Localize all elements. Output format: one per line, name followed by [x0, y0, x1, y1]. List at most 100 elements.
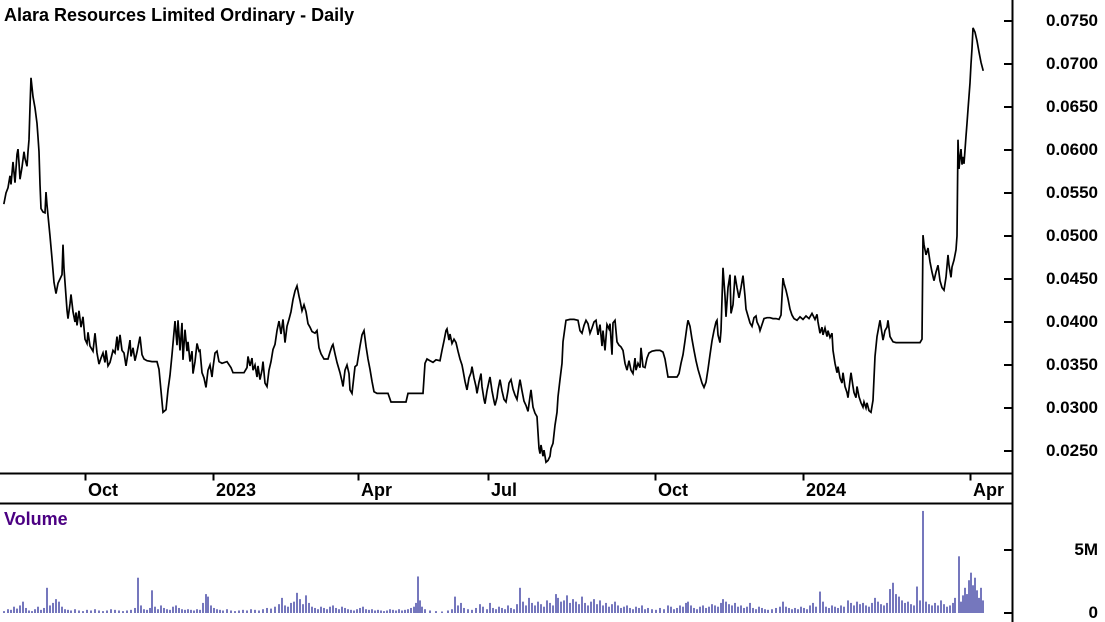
volume-bar: [696, 609, 698, 613]
volume-bar: [587, 605, 589, 613]
volume-bar: [910, 604, 912, 613]
volume-bar: [25, 607, 27, 613]
volume-bar: [543, 606, 545, 613]
volume-bar: [43, 607, 45, 613]
volume-bar: [299, 599, 301, 613]
volume-bars: [3, 510, 984, 613]
volume-bar: [40, 609, 42, 613]
volume-bar: [916, 586, 918, 613]
price-tick-label: 0.0250: [1046, 441, 1098, 460]
volume-bar: [74, 609, 76, 613]
volume-bar: [655, 609, 657, 613]
volume-bar: [922, 510, 924, 613]
volume-bar: [758, 606, 760, 613]
volume-bar: [163, 607, 165, 613]
volume-bar: [181, 609, 183, 613]
volume-bar: [419, 600, 421, 613]
volume-bar: [475, 607, 477, 613]
volume-bar: [880, 604, 882, 613]
volume-bar: [335, 607, 337, 613]
volume-bar: [572, 599, 574, 613]
volume-bar: [566, 595, 568, 613]
volume-bar: [934, 602, 936, 613]
volume-bar: [651, 609, 653, 613]
volume-bar: [632, 609, 634, 613]
volume-bar: [731, 605, 733, 613]
volume-bar: [486, 609, 488, 613]
volume-bar: [193, 610, 195, 613]
volume-bar: [210, 605, 212, 613]
volume-bar: [626, 605, 628, 613]
volume-bar: [226, 609, 228, 613]
price-line: [3, 27, 985, 464]
volume-bar: [563, 600, 565, 613]
volume-bar: [311, 606, 313, 613]
volume-bar: [196, 609, 198, 613]
volume-bar: [143, 609, 145, 613]
volume-bar: [460, 602, 462, 613]
volume-bar: [584, 602, 586, 613]
volume-bar: [266, 607, 268, 613]
volume-bar: [711, 604, 713, 613]
volume-bar: [722, 599, 724, 613]
volume-bar: [850, 602, 852, 613]
volume-bar: [482, 606, 484, 613]
volume-bar: [410, 607, 412, 613]
volume-bar: [213, 607, 215, 613]
volume-bar: [889, 589, 891, 613]
volume-bar: [28, 610, 30, 613]
volume-bar: [925, 601, 927, 613]
volume-bar: [659, 607, 661, 613]
volume-panel-title: Volume: [4, 509, 68, 529]
volume-bar: [501, 607, 503, 613]
volume-bar: [702, 605, 704, 613]
volume-bar: [341, 606, 343, 613]
volume-bar: [937, 605, 939, 613]
volume-bar: [800, 606, 802, 613]
volume-bar: [404, 609, 406, 613]
volume-bar: [717, 606, 719, 613]
volume-bar: [284, 605, 286, 613]
volume-bar: [904, 602, 906, 613]
volume-bar: [892, 582, 894, 613]
volume-bar: [184, 609, 186, 613]
x-tick-label: 2023: [216, 480, 257, 500]
volume-bar: [13, 606, 15, 613]
volume-bar: [913, 605, 915, 613]
volume-bar: [791, 609, 793, 613]
volume-bar: [788, 607, 790, 613]
volume-bar: [64, 609, 66, 613]
volume-bar: [290, 602, 292, 613]
volume-bar: [605, 602, 607, 613]
volume-bar: [175, 605, 177, 613]
volume-bar: [737, 606, 739, 613]
volume-bar: [451, 609, 453, 613]
axis-lines: [0, 0, 1014, 622]
volume-bar: [332, 605, 334, 613]
volume-bar: [596, 604, 598, 613]
volume-bar: [540, 604, 542, 613]
volume-bar: [525, 605, 527, 613]
volume-bar: [172, 606, 174, 613]
volume-bar: [421, 606, 423, 613]
volume-bar: [822, 601, 824, 613]
volume-bar: [353, 610, 355, 613]
volume-bar: [856, 601, 858, 613]
volume-bar: [3, 611, 5, 613]
volume-bar: [593, 599, 595, 613]
volume-bar: [531, 602, 533, 613]
volume-bar: [371, 609, 373, 613]
volume-bar: [16, 608, 18, 613]
volume-bar: [323, 607, 325, 613]
volume-bar: [943, 604, 945, 613]
volume-bar: [344, 607, 346, 613]
price-tick-label: 0.0400: [1046, 312, 1098, 331]
volume-bar: [377, 609, 379, 613]
volume-bar: [415, 602, 417, 613]
volume-bar: [560, 601, 562, 613]
volume-bar: [305, 595, 307, 613]
volume-bar: [78, 610, 80, 613]
volume-bar: [22, 601, 24, 613]
volume-bar: [114, 609, 116, 613]
